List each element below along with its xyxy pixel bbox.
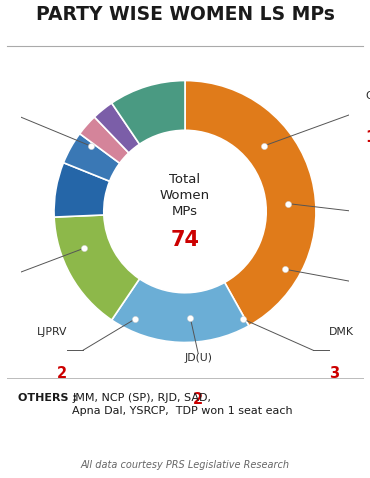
Text: Total
Women
MPs: Total Women MPs xyxy=(160,174,210,218)
Wedge shape xyxy=(54,163,110,217)
Wedge shape xyxy=(64,134,120,181)
Text: JMM, NCP (SP), RJD, SAD,
Apna Dal, YSRCP,  TDP won 1 seat each: JMM, NCP (SP), RJD, SAD, Apna Dal, YSRCP… xyxy=(72,393,293,416)
Text: OTHERS :: OTHERS : xyxy=(18,393,81,402)
Text: DMK: DMK xyxy=(329,327,354,337)
Text: PARTY WISE WOMEN LS MPs: PARTY WISE WOMEN LS MPs xyxy=(36,5,334,23)
Text: 3: 3 xyxy=(329,366,339,381)
Text: 2: 2 xyxy=(193,392,203,407)
Text: 13: 13 xyxy=(366,130,370,145)
Wedge shape xyxy=(54,215,139,320)
Text: 2: 2 xyxy=(57,366,67,381)
Text: Congress: Congress xyxy=(366,91,370,101)
Text: LJPRV: LJPRV xyxy=(37,327,67,337)
Text: JD(U): JD(U) xyxy=(184,353,212,363)
Text: 74: 74 xyxy=(171,230,199,250)
Wedge shape xyxy=(94,103,139,153)
Wedge shape xyxy=(112,81,185,144)
Wedge shape xyxy=(185,81,316,326)
Wedge shape xyxy=(80,117,129,163)
Wedge shape xyxy=(112,279,249,342)
Text: All data courtesy PRS Legislative Research: All data courtesy PRS Legislative Resear… xyxy=(81,460,289,470)
